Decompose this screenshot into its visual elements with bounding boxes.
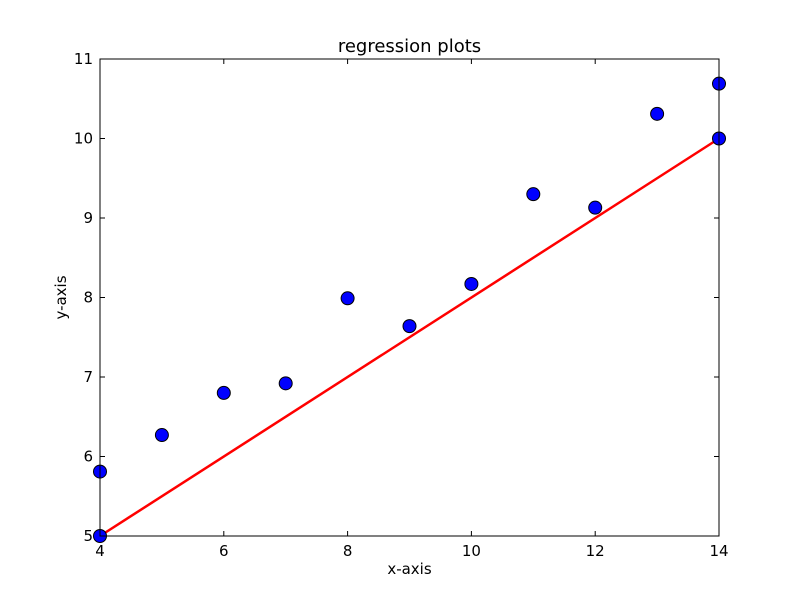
scatter-point [340, 291, 355, 306]
plot-frame [99, 58, 720, 537]
y-tick-label: 9 [83, 209, 93, 227]
regression-line [99, 137, 720, 538]
chart-title: regression plots [338, 36, 481, 57]
x-tick-label: 6 [219, 542, 229, 560]
y-tick-label: 8 [83, 289, 93, 307]
y-axis-label: y-axis [52, 275, 70, 319]
x-tick-label: 12 [586, 542, 605, 560]
scatter-point [154, 428, 169, 443]
y-tick-label: 11 [74, 50, 93, 68]
x-axis-label: x-axis [387, 560, 432, 578]
scatter-point [588, 200, 603, 215]
plot-content [93, 76, 726, 543]
x-tick-label: 8 [343, 542, 353, 560]
y-tick-label: 5 [83, 527, 93, 545]
scatter-point [216, 385, 231, 400]
scatter-point [650, 106, 665, 121]
y-tick-label: 6 [83, 448, 93, 466]
scatter-point [278, 376, 293, 391]
x-tick-label: 4 [95, 542, 105, 560]
scatter-point [402, 319, 417, 334]
scatter-point [464, 276, 479, 291]
x-tick-label: 14 [709, 542, 728, 560]
scatter-point [526, 187, 541, 202]
y-tick-label: 10 [74, 130, 93, 148]
x-tick-label: 10 [462, 542, 481, 560]
y-tick-label: 7 [83, 368, 93, 386]
axis-ticks: 4 6 8 10 12 14 5 6 7 8 9 10 11 [74, 50, 729, 560]
